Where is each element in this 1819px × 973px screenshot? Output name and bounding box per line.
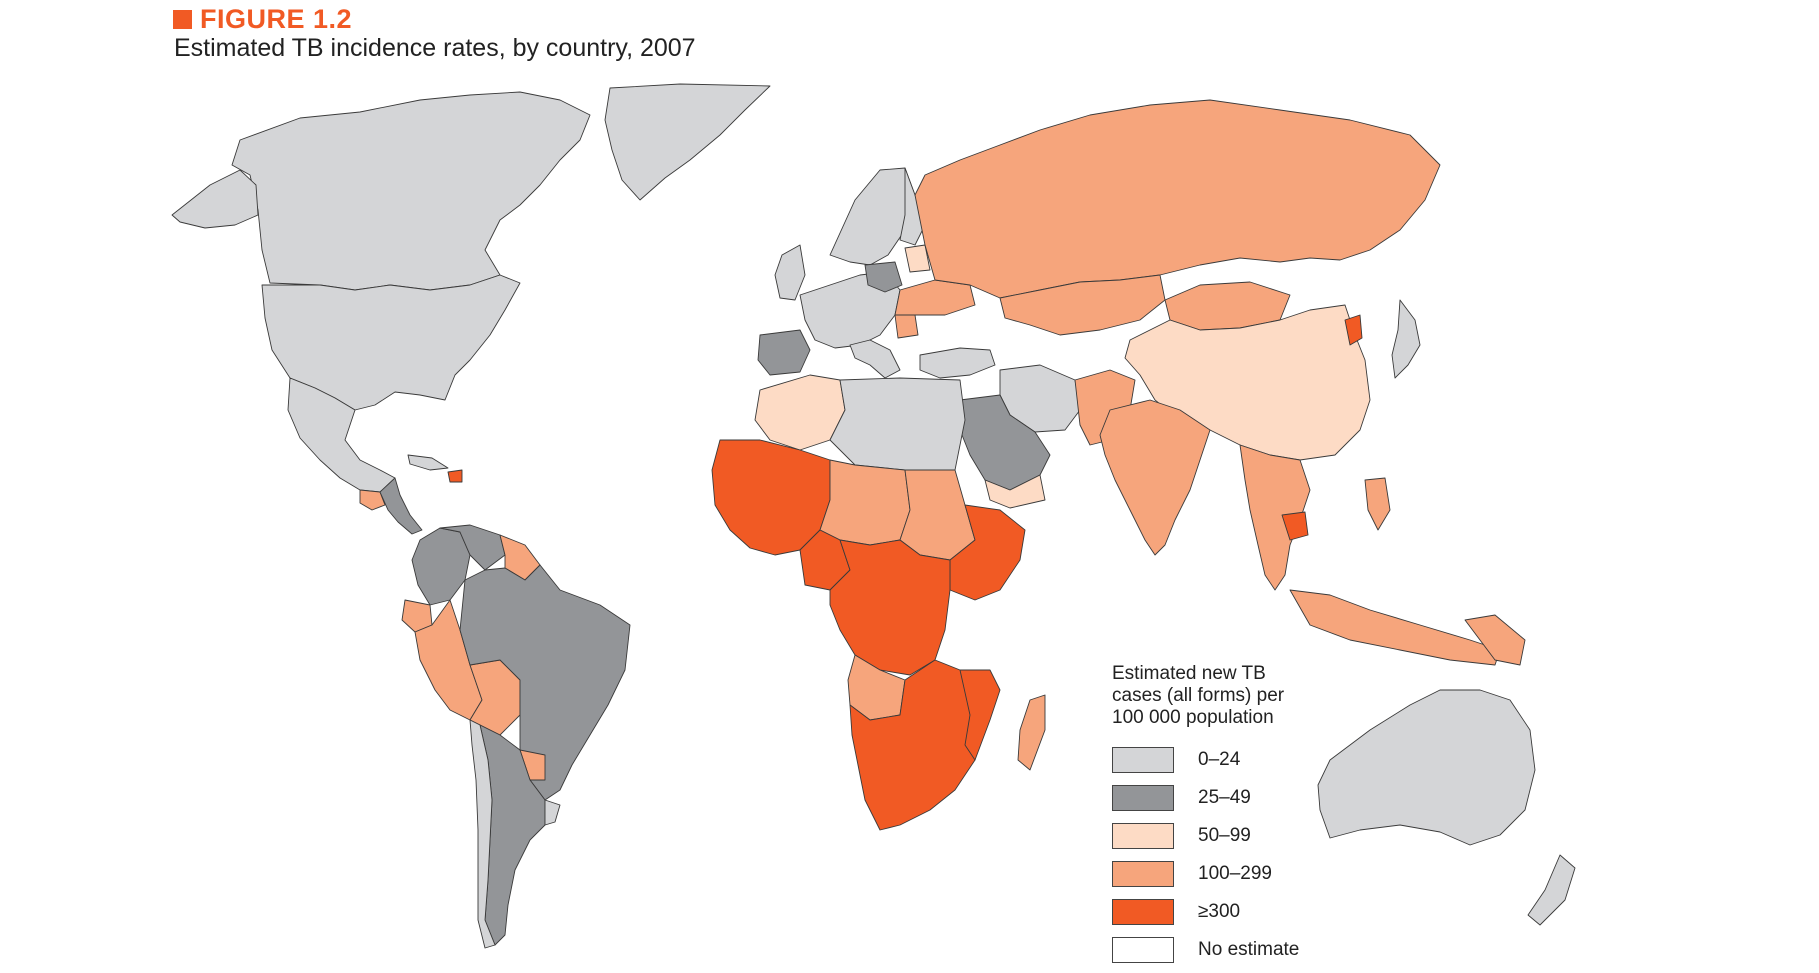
legend-row-25-49: 25–49 — [1112, 779, 1342, 817]
legend-label: 50–99 — [1198, 825, 1251, 846]
legend-title: Estimated new TB cases (all forms) per 1… — [1112, 663, 1342, 729]
country-new-zealand — [1527, 854, 1576, 926]
figure-label: FIGURE 1.2 — [173, 4, 352, 35]
europe — [757, 167, 976, 379]
country-mozambique — [959, 669, 1001, 761]
legend-label: No estimate — [1198, 939, 1300, 960]
country-brazil — [459, 564, 631, 801]
country-chile — [469, 719, 496, 949]
legend-label: 100–299 — [1198, 863, 1272, 884]
figure-title: Estimated TB incidence rates, by country… — [174, 34, 696, 62]
country-niger-chad — [819, 459, 911, 546]
legend-title-line: Estimated new TB — [1112, 663, 1266, 684]
country-canada — [231, 91, 591, 291]
country-southeast-asia — [1239, 444, 1311, 591]
country-yemen — [984, 474, 1046, 509]
country-alaska — [171, 169, 259, 229]
figure-square-icon — [173, 10, 192, 29]
country-greenland — [604, 83, 771, 201]
legend-title-line: cases (all forms) per — [1112, 685, 1285, 706]
south-america — [401, 524, 631, 949]
country-madagascar — [1017, 694, 1046, 771]
north-america — [171, 83, 771, 535]
legend-row-0-24: 0–24 — [1112, 741, 1342, 779]
country-libya-egypt — [829, 377, 966, 471]
legend-row-100-299: 100–299 — [1112, 855, 1342, 893]
country-central-america — [379, 477, 423, 535]
legend-row-300-plus: ≥300 — [1112, 893, 1342, 931]
country-italy-balkans — [849, 339, 901, 379]
map-legend: Estimated new TB cases (all forms) per 1… — [1112, 663, 1342, 969]
legend-label: 0–24 — [1198, 749, 1241, 770]
legend-swatch — [1112, 785, 1174, 811]
legend-label: 25–49 — [1198, 787, 1251, 808]
country-venezuela — [439, 524, 506, 571]
legend-swatch — [1112, 747, 1174, 773]
country-north-korea — [1344, 314, 1363, 346]
country-poland — [864, 261, 903, 293]
country-baltics — [904, 244, 931, 273]
legend-label: ≥300 — [1198, 901, 1241, 922]
country-guatemala — [359, 489, 386, 511]
country-western-europe — [799, 271, 901, 349]
country-romania — [894, 314, 919, 339]
country-scandinavia — [829, 167, 916, 266]
legend-swatch — [1112, 937, 1174, 963]
country-indonesia — [1289, 589, 1501, 666]
country-uruguay — [544, 799, 561, 826]
country-india — [1099, 399, 1211, 556]
country-iberia — [757, 329, 811, 376]
country-kazakhstan — [999, 274, 1166, 336]
country-papua-new-guinea — [1464, 614, 1526, 666]
legend-swatch — [1112, 823, 1174, 849]
country-japan — [1391, 299, 1421, 379]
legend-swatch — [1112, 899, 1174, 925]
country-australia — [1317, 689, 1536, 846]
legend-title-line: 100 000 population — [1112, 707, 1274, 728]
oceania — [1317, 689, 1576, 926]
country-turkey — [919, 347, 996, 379]
figure-label-text: FIGURE 1.2 — [200, 4, 353, 34]
legend-swatch — [1112, 861, 1174, 887]
country-cuba — [407, 454, 449, 471]
country-ethiopia-kenya — [949, 504, 1026, 601]
country-central-africa — [829, 539, 951, 676]
legend-row-50-99: 50–99 — [1112, 817, 1342, 855]
country-philippines — [1364, 477, 1391, 531]
country-russia — [914, 99, 1441, 299]
country-cambodia — [1281, 511, 1309, 541]
middle-east-africa — [711, 374, 1051, 831]
country-sudan — [899, 469, 976, 561]
country-uk — [774, 244, 806, 301]
country-ukraine — [894, 279, 976, 316]
country-haiti — [447, 469, 463, 483]
legend-row-no-estimate: No estimate — [1112, 931, 1342, 969]
country-colombia — [411, 527, 471, 606]
russia-asia — [914, 99, 1526, 666]
